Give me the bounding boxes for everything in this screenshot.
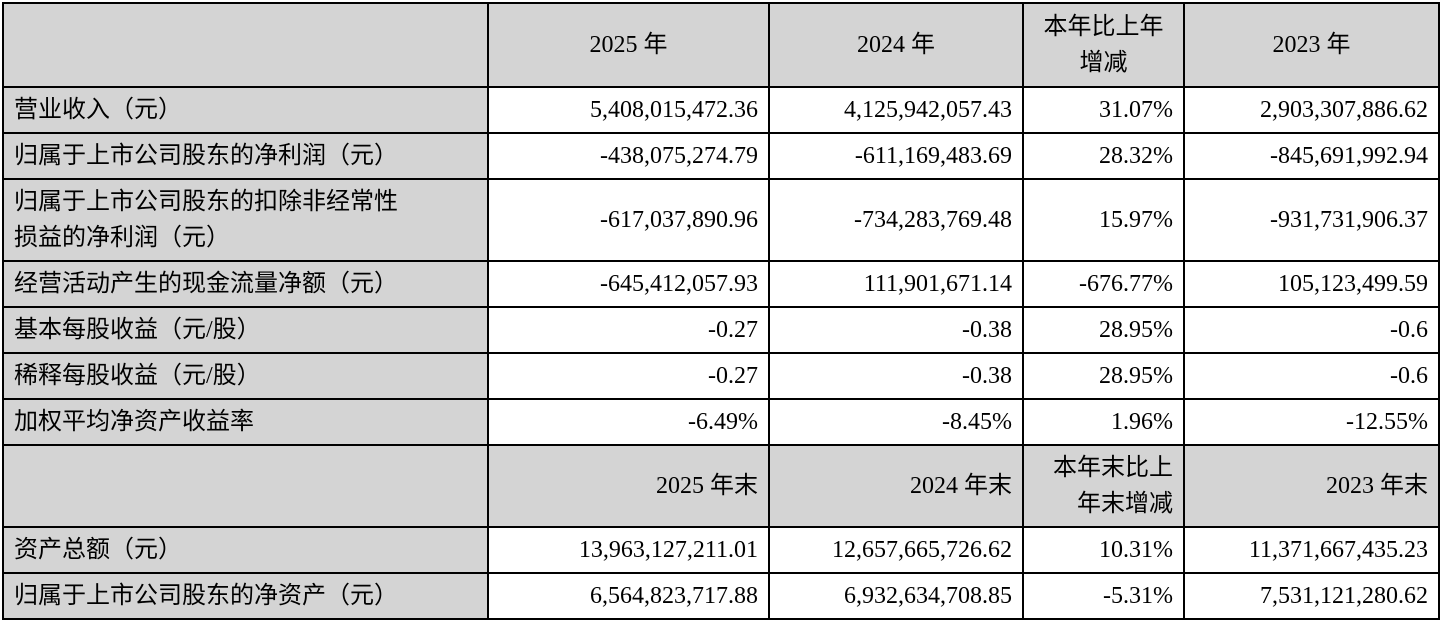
financial-summary-table: 2025 年 2024 年 本年比上年增减 2023 年 营业收入（元） 5,4…	[2, 2, 1440, 620]
value-2024: -611,169,483.69	[768, 132, 1024, 180]
value-change: 15.97%	[1022, 178, 1185, 262]
header-2023-end: 2023 年末	[1183, 444, 1440, 528]
table-row-basic-eps: 基本每股收益（元/股） -0.27 -0.38 28.95% -0.6	[2, 306, 1440, 354]
value-change: 28.95%	[1022, 352, 1185, 400]
value-2023: 105,123,499.59	[1183, 260, 1440, 308]
value-2024: -0.38	[768, 352, 1024, 400]
table-row-operating-cash-flow: 经营活动产生的现金流量净额（元） -645,412,057.93 111,901…	[2, 260, 1440, 308]
table-row-net-profit: 归属于上市公司股东的净利润（元） -438,075,274.79 -611,16…	[2, 132, 1440, 180]
table-row-net-assets: 归属于上市公司股东的净资产（元） 6,564,823,717.88 6,932,…	[2, 572, 1440, 620]
value-2023: -0.6	[1183, 306, 1440, 354]
value-2025: -438,075,274.79	[487, 132, 770, 180]
table-row-net-profit-excl-nonrecurring: 归属于上市公司股东的扣除非经常性损益的净利润（元） -617,037,890.9…	[2, 178, 1440, 262]
header-2025: 2025 年	[487, 2, 770, 88]
value-2024: -0.38	[768, 306, 1024, 354]
header-yoy-change: 本年比上年增减	[1022, 2, 1185, 88]
value-change: -676.77%	[1022, 260, 1185, 308]
header-corner-cell	[2, 2, 489, 88]
value-2023: -12.55%	[1183, 398, 1440, 446]
value-2024: -8.45%	[768, 398, 1024, 446]
row-label: 营业收入（元）	[2, 86, 489, 134]
value-2023: 7,531,121,280.62	[1183, 572, 1440, 620]
value-2025: 5,408,015,472.36	[487, 86, 770, 134]
row-label: 加权平均净资产收益率	[2, 398, 489, 446]
header-2024: 2024 年	[768, 2, 1024, 88]
header-corner-cell-2	[2, 444, 489, 528]
value-2025: -645,412,057.93	[487, 260, 770, 308]
value-2024: -734,283,769.48	[768, 178, 1024, 262]
row-label: 归属于上市公司股东的净利润（元）	[2, 132, 489, 180]
value-2025: 13,963,127,211.01	[487, 526, 770, 574]
header-2023: 2023 年	[1183, 2, 1440, 88]
value-2025: -0.27	[487, 352, 770, 400]
value-2023: -845,691,992.94	[1183, 132, 1440, 180]
row-label: 资产总额（元）	[2, 526, 489, 574]
value-change: 31.07%	[1022, 86, 1185, 134]
value-2025: -0.27	[487, 306, 770, 354]
value-2024: 6,932,634,708.85	[768, 572, 1024, 620]
value-2024: 4,125,942,057.43	[768, 86, 1024, 134]
row-label: 归属于上市公司股东的扣除非经常性损益的净利润（元）	[2, 178, 489, 262]
table-row-diluted-eps: 稀释每股收益（元/股） -0.27 -0.38 28.95% -0.6	[2, 352, 1440, 400]
row-label: 归属于上市公司股东的净资产（元）	[2, 572, 489, 620]
value-2025: 6,564,823,717.88	[487, 572, 770, 620]
value-change: 28.32%	[1022, 132, 1185, 180]
value-2025: -617,037,890.96	[487, 178, 770, 262]
header-2025-end: 2025 年末	[487, 444, 770, 528]
value-2023: -931,731,906.37	[1183, 178, 1440, 262]
value-change: 28.95%	[1022, 306, 1185, 354]
value-change: 10.31%	[1022, 526, 1185, 574]
table-row-revenue: 营业收入（元） 5,408,015,472.36 4,125,942,057.4…	[2, 86, 1440, 134]
header-row-period-ends: 2025 年末 2024 年末 本年末比上年末增减 2023 年末	[2, 444, 1440, 528]
value-2023: -0.6	[1183, 352, 1440, 400]
table-row-total-assets: 资产总额（元） 13,963,127,211.01 12,657,665,726…	[2, 526, 1440, 574]
value-2024: 111,901,671.14	[768, 260, 1024, 308]
row-label: 经营活动产生的现金流量净额（元）	[2, 260, 489, 308]
row-label-text: 归属于上市公司股东的扣除非经常性损益的净利润（元）	[14, 189, 398, 251]
value-2025: -6.49%	[487, 398, 770, 446]
value-2023: 2,903,307,886.62	[1183, 86, 1440, 134]
row-label: 基本每股收益（元/股）	[2, 306, 489, 354]
value-2024: 12,657,665,726.62	[768, 526, 1024, 574]
value-change: 1.96%	[1022, 398, 1185, 446]
value-2023: 11,371,667,435.23	[1183, 526, 1440, 574]
header-2024-end: 2024 年末	[768, 444, 1024, 528]
row-label: 稀释每股收益（元/股）	[2, 352, 489, 400]
value-change: -5.31%	[1022, 572, 1185, 620]
header-yoy-end-change: 本年末比上年末增减	[1022, 444, 1185, 528]
table-row-weighted-avg-roe: 加权平均净资产收益率 -6.49% -8.45% 1.96% -12.55%	[2, 398, 1440, 446]
header-row-periods: 2025 年 2024 年 本年比上年增减 2023 年	[2, 2, 1440, 88]
